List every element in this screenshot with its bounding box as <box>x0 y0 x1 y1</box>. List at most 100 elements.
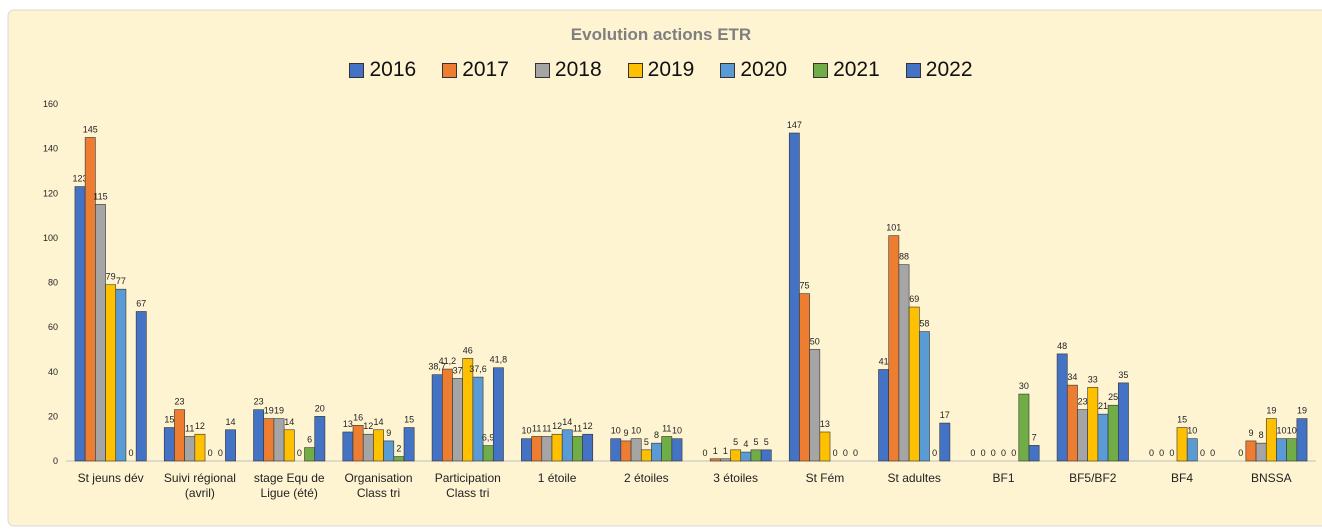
chart-background <box>7 9 1322 527</box>
data-label: 5 <box>644 437 649 447</box>
bar <box>163 427 175 462</box>
bar <box>84 137 96 462</box>
y-tick-label: 60 <box>48 322 58 332</box>
data-label: 10 <box>611 426 621 436</box>
data-label: 19 <box>1266 406 1276 416</box>
legend-label: 2017 <box>462 58 509 81</box>
data-label: 67 <box>136 299 146 309</box>
legend-item: 2019 <box>627 58 694 82</box>
bar <box>1056 353 1068 462</box>
data-label: 21 <box>1098 401 1108 411</box>
bar <box>939 422 951 462</box>
x-tick-label: 3 étoiles <box>713 471 758 485</box>
data-label: 11 <box>662 423 671 433</box>
data-label: 23 <box>175 397 185 407</box>
data-label: 34 <box>1067 372 1077 382</box>
data-label: 1 <box>713 446 718 456</box>
bar <box>273 418 285 462</box>
y-tick-label: 0 <box>53 456 58 466</box>
data-label: 0 <box>932 448 937 458</box>
bar <box>819 431 831 462</box>
bar <box>640 449 652 462</box>
legend-label: 2016 <box>369 58 417 81</box>
data-label: 15 <box>1177 415 1187 425</box>
data-label: 0 <box>1238 448 1243 458</box>
bar <box>1276 438 1287 462</box>
legend-swatch <box>905 62 921 78</box>
data-label: 0 <box>991 448 996 458</box>
data-label: 147 <box>787 120 802 130</box>
data-label: 9 <box>386 428 391 438</box>
data-label: 0 <box>843 448 848 458</box>
bar <box>1296 418 1308 462</box>
data-label: 7 <box>1032 432 1037 442</box>
data-label: 25 <box>1108 392 1118 402</box>
bar <box>888 235 900 462</box>
bar <box>1066 384 1078 462</box>
data-label: 0 <box>1011 448 1016 458</box>
data-label: 12 <box>552 421 562 431</box>
legend-label: 2018 <box>554 58 602 81</box>
bar <box>620 440 632 462</box>
data-label: 14 <box>373 417 383 427</box>
y-tick-label: 140 <box>43 144 58 154</box>
data-label: 12 <box>583 421 593 431</box>
legend-swatch <box>349 62 365 78</box>
y-tick-label: 100 <box>43 233 58 243</box>
bar <box>393 456 405 462</box>
data-label: 0 <box>970 448 975 458</box>
bar <box>184 436 196 462</box>
bar <box>135 311 147 462</box>
data-label: 77 <box>116 276 126 286</box>
x-tick-label: BF1 <box>992 471 1015 485</box>
bar <box>572 436 583 462</box>
data-label: 50 <box>810 336 820 346</box>
data-label: 10 <box>672 426 682 436</box>
bar <box>740 451 752 462</box>
data-label: 13 <box>820 419 830 429</box>
bar <box>304 447 316 462</box>
legend-swatch <box>442 62 458 78</box>
data-label: 0 <box>218 448 223 458</box>
x-tick-label: stage Equ de Ligue (été) <box>253 471 325 500</box>
data-label: 41,8 <box>490 355 508 365</box>
bar <box>352 424 364 462</box>
x-tick-label: BF5/BF2 <box>1069 471 1117 485</box>
legend-swatch <box>534 62 550 78</box>
data-label: 41 <box>879 357 889 367</box>
bar <box>1107 404 1119 462</box>
legend-swatch <box>813 62 829 78</box>
data-label: 10 <box>631 426 641 436</box>
bar <box>105 284 117 462</box>
data-label: 19 <box>1297 406 1307 416</box>
data-label: 46 <box>463 345 473 355</box>
data-label: 13 <box>343 419 353 429</box>
bar <box>263 418 275 462</box>
data-label: 75 <box>800 281 810 291</box>
data-label: 17 <box>940 410 950 420</box>
legend-label: 2021 <box>833 58 880 81</box>
bar <box>74 186 86 462</box>
bar <box>1186 438 1198 462</box>
bar <box>561 429 573 462</box>
data-label: 12 <box>195 421 205 431</box>
bar <box>898 264 910 462</box>
bar <box>95 204 106 462</box>
legend: 2016 2017 2018 2019 2020 2021 2022 <box>0 58 1322 82</box>
data-label: 0 <box>1149 448 1154 458</box>
bar <box>709 458 721 462</box>
legend-item: 2021 <box>813 58 880 82</box>
x-tick-label: 2 étoiles <box>623 471 669 485</box>
bar <box>730 449 742 462</box>
y-tick-label: 40 <box>48 367 58 377</box>
bar <box>551 433 563 462</box>
bar <box>373 429 384 462</box>
data-label: 0 <box>1210 448 1215 458</box>
data-label: 6,9 <box>482 433 495 443</box>
data-label: 48 <box>1057 341 1067 351</box>
legend-item: 2018 <box>534 58 602 82</box>
bar <box>1117 382 1129 462</box>
legend-item: 2022 <box>905 58 973 82</box>
data-label: 23 <box>254 397 264 407</box>
